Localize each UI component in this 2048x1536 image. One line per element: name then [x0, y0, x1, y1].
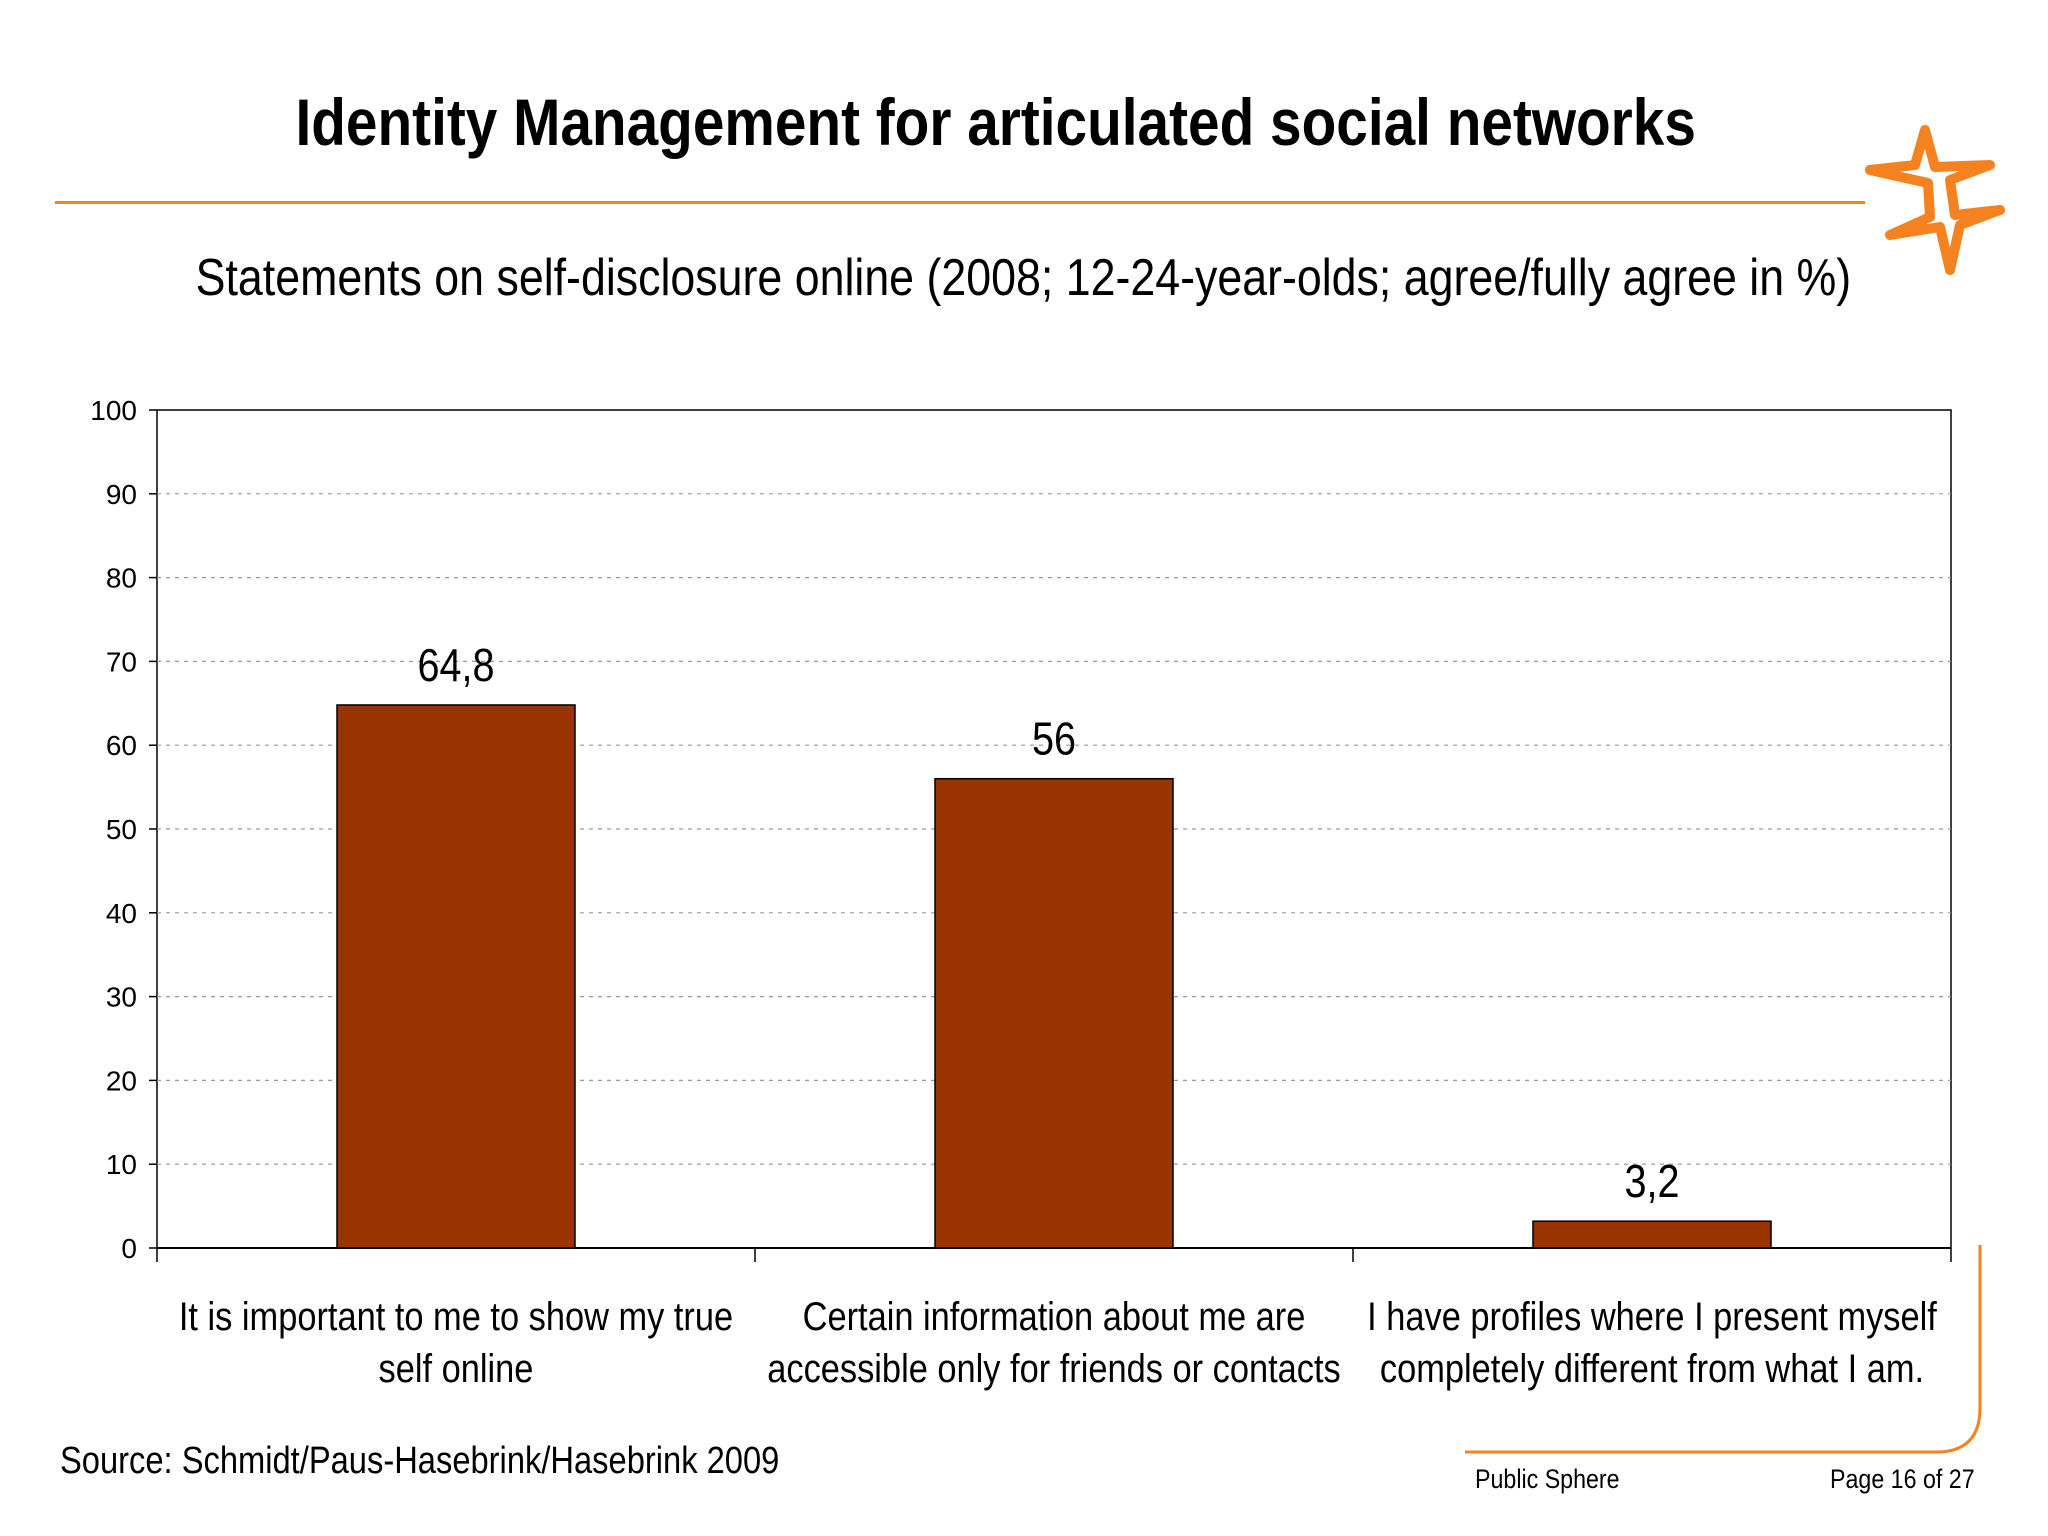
data-label: 3,2 — [1625, 1156, 1680, 1207]
orange-star-logo-icon — [1865, 125, 2005, 275]
x-category-label: self online — [379, 1346, 534, 1391]
title-divider — [55, 201, 1865, 204]
y-tick-label: 0 — [121, 1233, 137, 1264]
bar-chart: 0 10 20 30 40 50 60 70 80 90 100 64,8 It is importan… — [90, 395, 1952, 1391]
footer-section-name: Public Sphere — [1475, 1464, 1620, 1494]
bar — [1532, 1220, 1772, 1249]
x-category-label: I have profiles where I present myself — [1367, 1294, 1937, 1339]
source-note: Source: Schmidt/Paus-Hasebrink/Hasebrink… — [60, 1440, 780, 1482]
y-tick-label: 40 — [106, 898, 137, 929]
y-tick-label: 20 — [106, 1065, 137, 1096]
x-category-label: Certain information about me are — [803, 1294, 1306, 1339]
bar — [934, 777, 1174, 1249]
slide-title: Identity Management for articulated soci… — [295, 85, 1696, 159]
chart-subtitle: Statements on self-disclosure online (20… — [195, 249, 1852, 307]
data-label: 64,8 — [418, 640, 495, 691]
y-tick-label: 50 — [106, 814, 137, 845]
y-tick-label: 90 — [106, 479, 137, 510]
x-category-label: accessible only for friends or contacts — [767, 1346, 1340, 1391]
y-tick-label: 60 — [106, 730, 137, 761]
y-tick-label: 80 — [106, 563, 137, 594]
y-tick-label: 10 — [106, 1149, 137, 1180]
bar — [336, 704, 576, 1249]
y-tick-label: 100 — [90, 395, 137, 426]
x-category-label: completely different from what I am. — [1380, 1346, 1924, 1391]
page-number: Page 16 of 27 — [1830, 1464, 1975, 1494]
data-label: 56 — [1032, 714, 1076, 765]
y-tick-label: 30 — [106, 982, 137, 1013]
x-category-label: It is important to me to show my true — [179, 1294, 733, 1339]
y-tick-label: 70 — [106, 646, 137, 677]
